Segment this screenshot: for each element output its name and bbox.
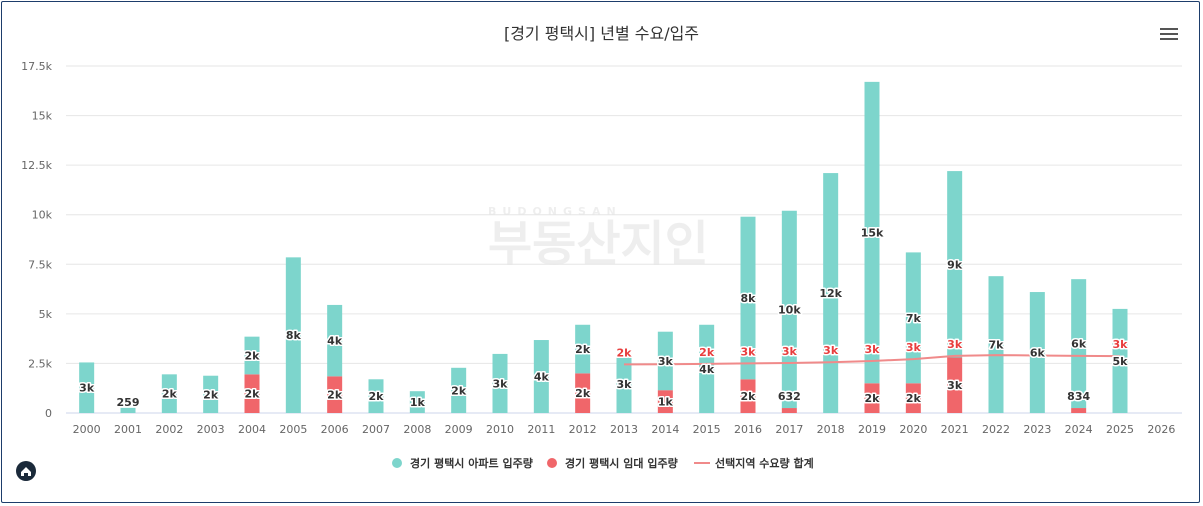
chart-title: [경기 평택시] 년별 수요/입주 — [503, 24, 700, 43]
home-logo-icon[interactable] — [16, 461, 36, 481]
hamburger-menu-icon[interactable] — [1160, 28, 1178, 42]
watermark-logo: BUDONGSAN 부동산지인 — [488, 205, 758, 275]
watermark-big-text: 부동산지인 — [488, 216, 709, 272]
